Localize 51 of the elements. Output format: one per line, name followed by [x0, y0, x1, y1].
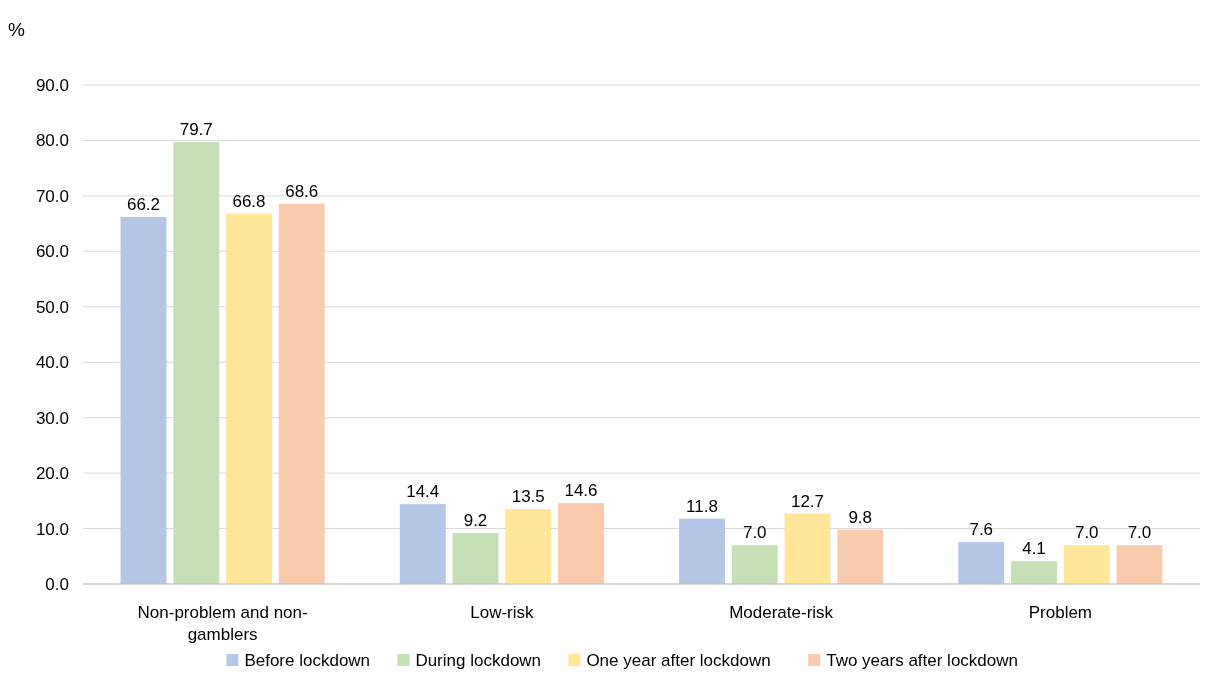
y-tick-label: 30.0 — [35, 408, 69, 428]
y-tick-label: 20.0 — [35, 464, 69, 484]
bar — [399, 504, 446, 584]
data-label: 11.8 — [686, 496, 718, 516]
bar — [1011, 561, 1057, 584]
bar — [173, 142, 220, 584]
bar — [558, 503, 604, 584]
y-tick-label: 0.0 — [45, 574, 69, 594]
legend-label: During lockdown — [415, 651, 542, 670]
data-label: 7.0 — [742, 523, 767, 543]
data-label: 13.5 — [511, 487, 545, 507]
bar — [837, 529, 884, 584]
bar — [1063, 545, 1110, 584]
y-tick-label: 10.0 — [35, 519, 69, 539]
data-label: 79.7 — [179, 120, 213, 140]
y-tick-label: 80.0 — [35, 131, 69, 151]
bar — [226, 213, 272, 584]
data-label: 4.1 — [1022, 539, 1046, 559]
bar — [784, 513, 831, 584]
y-tick-label: 70.0 — [35, 186, 69, 206]
data-label: 9.8 — [848, 507, 873, 527]
data-label: 7.0 — [1127, 523, 1152, 543]
data-label: 9.2 — [463, 510, 488, 530]
y-tick-label: 50.0 — [35, 297, 69, 317]
bar — [731, 545, 778, 584]
x-tick-label: Problem — [1028, 603, 1093, 622]
data-label: 12.7 — [790, 491, 825, 511]
data-label: 7.0 — [1074, 523, 1099, 543]
bar — [679, 518, 725, 584]
legend-label: Before lockdown — [244, 651, 371, 670]
x-tick-label: Low-risk — [470, 603, 535, 622]
data-label: 66.8 — [232, 191, 266, 211]
legend-label: One year after lockdown — [586, 651, 771, 670]
bar — [278, 203, 325, 584]
y-tick-label: 60.0 — [35, 242, 69, 262]
data-label: 14.4 — [406, 482, 440, 502]
bar — [1116, 545, 1163, 584]
data-label: 14.6 — [564, 481, 598, 501]
data-label: 7.6 — [969, 519, 994, 539]
x-tick-label: Non-problem and non-gamblers — [137, 603, 308, 644]
x-tick-label: Moderate-risk — [729, 603, 834, 622]
data-label: 68.6 — [285, 181, 319, 201]
legend-label: Two years after lockdown — [826, 651, 1019, 670]
bar — [505, 509, 552, 584]
y-axis-title: % — [8, 19, 25, 40]
bar — [120, 216, 167, 584]
bar — [958, 541, 1005, 584]
bar — [452, 532, 499, 584]
data-label: 66.2 — [126, 194, 161, 214]
y-tick-label: 40.0 — [35, 353, 69, 373]
y-tick-label: 90.0 — [35, 75, 69, 95]
